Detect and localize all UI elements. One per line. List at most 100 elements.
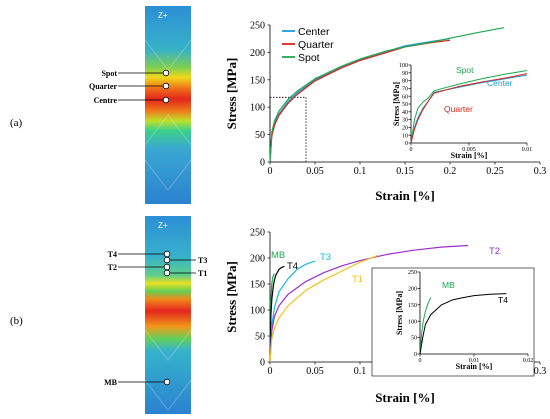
a-inset-y-tick-label: 90: [402, 71, 408, 77]
b-inset-inset-frame: [371, 267, 535, 377]
specimen-b-label-t4: T4: [108, 250, 117, 259]
b-main-series-label: T1: [352, 274, 363, 285]
b-main-x-tick-label: 0.05: [306, 366, 324, 377]
specimen-b-label-mb: MB: [104, 378, 118, 387]
a-main-y-tick-label: 50: [255, 130, 265, 141]
b-main-y-tick-label: 100: [250, 306, 265, 317]
b-inset-y-axis-title: Stress [MPa]: [395, 291, 404, 335]
b-main-y-axis-title: Stress [MPa]: [224, 261, 239, 333]
a-main-series-spot: [269, 27, 505, 163]
b-inset-x-tick-label: 0: [419, 358, 422, 364]
b-main-x-tick-label: 0.3: [534, 366, 547, 377]
b-main-y-tick-label: 50: [255, 332, 265, 343]
a-main-y-axis-title: Stress [MPa]: [224, 58, 239, 130]
a-inset-x-tick-label: 0: [410, 147, 413, 153]
a-inset-y-tick-label: 80: [402, 79, 408, 85]
a-main-x-tick-label: 0.15: [396, 166, 414, 177]
a-main-y-tick-label: 150: [250, 75, 265, 86]
a-inset-series-quarter: [410, 73, 528, 144]
a-inset-y-tick-label: 70: [402, 87, 408, 93]
b-inset-y-tick-label: 100: [408, 319, 417, 325]
b-inset-series-label: T4: [498, 295, 508, 305]
specimen-a-label-centre: Centre: [94, 96, 118, 105]
specimen-b-marker-t4: [163, 250, 171, 258]
b-main-series-label: T2: [489, 246, 500, 257]
a-inset-y-tick-label: 60: [402, 94, 408, 100]
b-main-series-label: MB: [271, 250, 285, 261]
b-main-series-t3: [269, 260, 316, 363]
a-inset-y-tick-label: 20: [402, 126, 408, 132]
specimen-b-label-t3: T3: [198, 256, 207, 265]
b-inset-x-tick-label: 0.02: [523, 358, 534, 364]
b-main-series-t2: [269, 244, 469, 363]
b-inset-y-tick-label: 50: [411, 336, 417, 342]
b-main-y-tick-label: 250: [250, 228, 265, 239]
a-inset-y-tick-label: 0: [405, 141, 408, 147]
b-main-y-tick-label: 200: [250, 254, 265, 265]
a-main-series-center: [269, 38, 451, 163]
a-inset-y-axis-title: Stress [MPa]: [392, 82, 401, 126]
a-main-y-tick-label: 250: [250, 21, 265, 32]
chart-b-inset: 0 0.01 0.02 0 50 100 150 200 250 Strain [%] Stress…: [371, 267, 535, 377]
b-inset-x-axis-title: Strain [%]: [456, 362, 493, 371]
panel-a-label: (a): [10, 117, 23, 129]
a-main-x-tick-label: 0.05: [306, 166, 324, 177]
b-main-series-t4: [269, 265, 285, 363]
specimen-b-marker-t3: [163, 256, 171, 264]
b-inset-y-tick-label: 200: [408, 287, 417, 293]
specimen-a: Z+ Spot Quarter Centre: [89, 6, 192, 204]
b-inset-series-t4: [419, 293, 507, 355]
b-main-y-tick-label: 150: [250, 280, 265, 291]
specimen-b-axis-label: Z+: [158, 221, 168, 230]
a-inset-y-tick-label: 40: [402, 110, 408, 116]
a-main-x-tick-label: 0.25: [486, 166, 504, 177]
b-inset-y-tick-label: 150: [408, 303, 417, 309]
a-main-legend-entry: Quarter: [298, 39, 334, 51]
specimen-a-label-quarter: Quarter: [89, 82, 117, 91]
b-inset-y-tick-label: 0: [414, 352, 417, 358]
b-main-series-t1: [269, 254, 379, 363]
a-inset-series-spot: [410, 70, 528, 144]
specimen-b-marker-mb: [163, 378, 171, 386]
specimen-b: Z+ T4 T3 T2 T1 MB: [104, 216, 207, 414]
b-main-x-tick-label: 0.1: [354, 366, 367, 377]
a-inset-series-label: Center: [487, 78, 513, 88]
b-inset-x-tick-label: 0.01: [469, 358, 480, 364]
a-inset-y-tick-label: 10: [402, 133, 408, 139]
specimen-a-axis-label: Z+: [158, 11, 168, 20]
a-main-y-tick-label: 200: [250, 48, 265, 59]
a-inset-x-tick-label: 0.005: [462, 147, 476, 153]
b-main-x-axis-title: Strain [%]: [375, 390, 435, 405]
a-inset-y-tick-label: 30: [402, 118, 408, 124]
b-main-series-label: T3: [320, 252, 331, 263]
specimen-b-label-t1: T1: [198, 269, 207, 278]
b-inset-series-label: MB: [442, 280, 455, 290]
a-main-x-tick-label: 0.3: [534, 166, 547, 177]
a-main-legend-entry: Spot: [298, 52, 320, 64]
specimen-b-marker-t1: [163, 269, 171, 277]
specimen-a-marker-quarter: [162, 82, 170, 90]
specimen-b-label-t2: T2: [108, 263, 117, 272]
a-main-x-axis-title: Strain [%]: [375, 188, 435, 203]
a-main-x-tick-label: 0.2: [444, 166, 457, 177]
b-inset-series-mb: [419, 297, 432, 355]
a-main-legend-entry: Center: [298, 26, 330, 38]
specimen-a-contour: [145, 6, 191, 204]
specimen-b-marker-t2: [163, 263, 171, 271]
specimen-a-marker-spot: [162, 69, 170, 77]
a-main-x-tick-label: 0.1: [354, 166, 367, 177]
b-inset-y-tick-label: 250: [408, 270, 417, 276]
a-inset-y-tick-label: 100: [399, 63, 408, 69]
a-main-zoom-box: [269, 96, 307, 163]
chart-a-main: 0 0.05 0.1 0.15 0.2 0.25 0.3050100150200250Str…: [224, 21, 546, 204]
a-main-x-tick-label: 0: [268, 166, 273, 177]
a-inset-series-label: Spot: [456, 65, 474, 75]
a-inset-x-axis-title: Strain [%]: [451, 151, 488, 160]
a-main-y-tick-label: 100: [250, 103, 265, 114]
panel-b-label: (b): [10, 315, 23, 327]
b-main-y-tick-label: 0: [260, 358, 265, 369]
specimen-a-label-spot: Spot: [101, 69, 117, 78]
a-inset-y-tick-label: 50: [402, 102, 408, 108]
